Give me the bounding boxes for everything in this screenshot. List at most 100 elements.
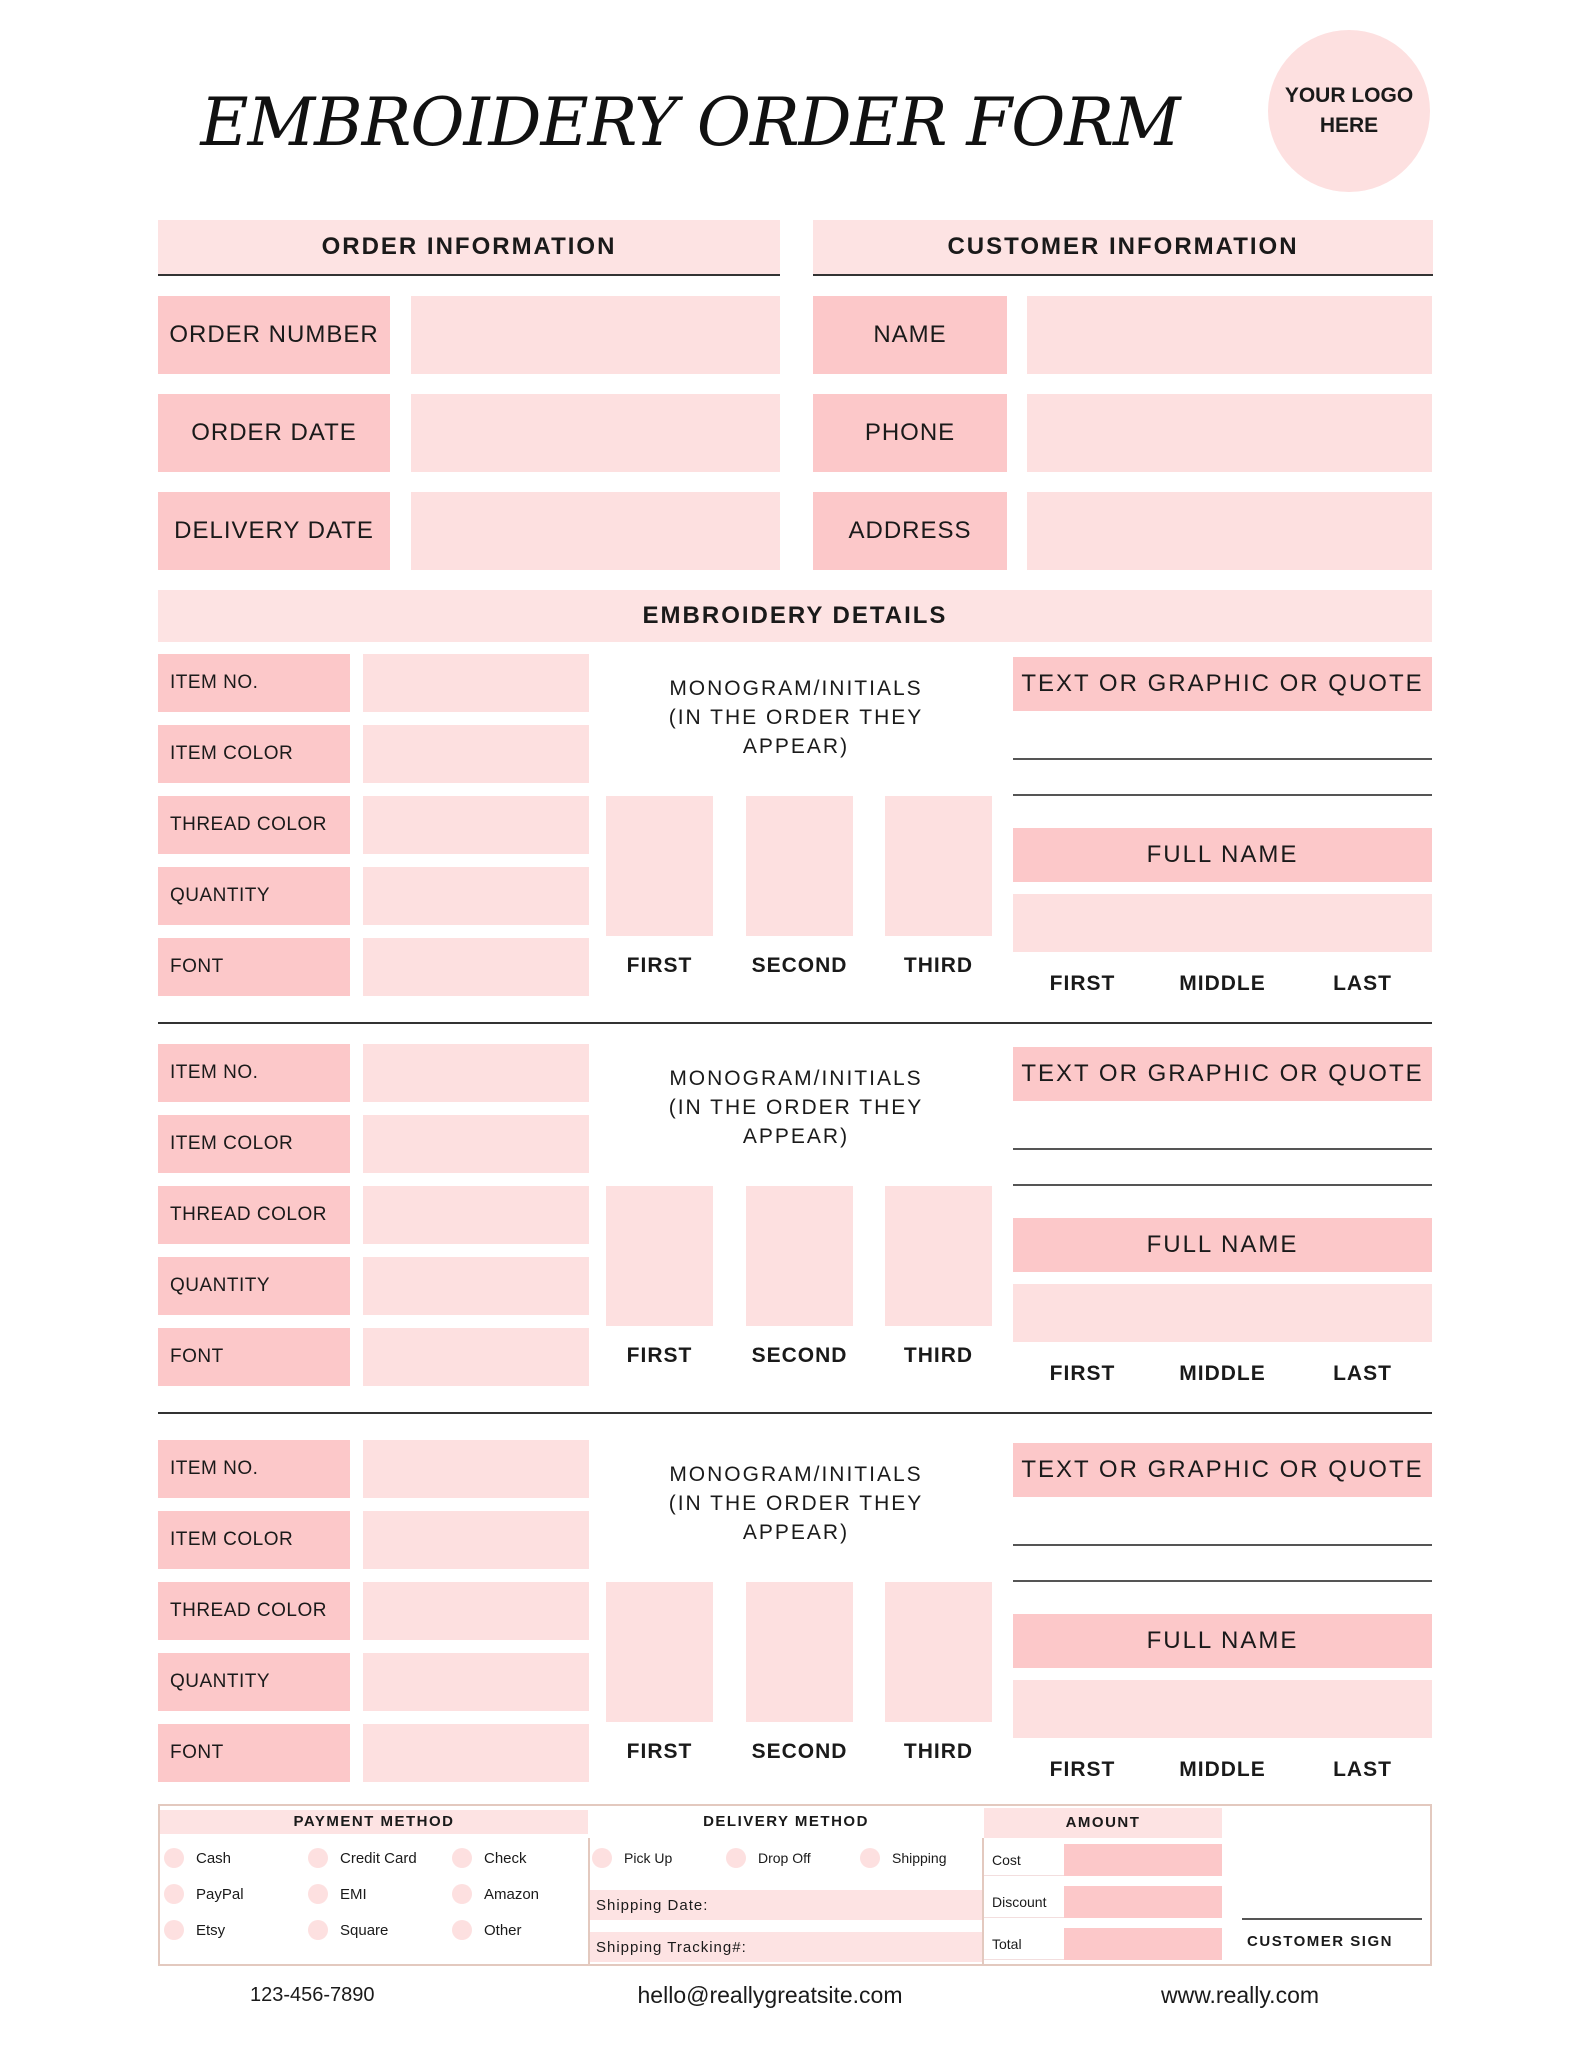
item-1-monogram-box-2[interactable] bbox=[885, 796, 992, 936]
item-2-name-part-1: MIDDLE bbox=[1179, 1362, 1266, 1385]
item-1-quote-line-1[interactable] bbox=[1013, 758, 1432, 760]
phone-field[interactable] bbox=[1027, 394, 1432, 472]
radio-icon[interactable] bbox=[164, 1884, 184, 1904]
discount-field[interactable] bbox=[1064, 1886, 1222, 1918]
total-field[interactable] bbox=[1064, 1928, 1222, 1960]
item-1-label-0: ITEM NO. bbox=[158, 654, 350, 712]
item-1-fullname-field[interactable] bbox=[1013, 894, 1432, 952]
item-1-field-3[interactable] bbox=[363, 867, 589, 925]
item-2-quote-line-1[interactable] bbox=[1013, 1148, 1432, 1150]
item-1-monogram-label-2: THIRD bbox=[903, 954, 974, 977]
item-3-monogram-box-1[interactable] bbox=[746, 1582, 853, 1722]
item-3-monogram-box-0[interactable] bbox=[606, 1582, 713, 1722]
radio-icon[interactable] bbox=[452, 1920, 472, 1940]
total-label: Total bbox=[984, 1928, 1064, 1960]
item-2-field-1[interactable] bbox=[363, 1115, 589, 1173]
footer-website[interactable]: www.really.com bbox=[1160, 1982, 1320, 2008]
name-field[interactable] bbox=[1027, 296, 1432, 374]
item-3-field-0[interactable] bbox=[363, 1440, 589, 1498]
delivery-option-shipping[interactable]: Shipping bbox=[860, 1848, 980, 1868]
item-2-monogram-title: MONOGRAM/INITIALS (IN THE ORDER THEY APP… bbox=[668, 1067, 924, 1148]
delivery-method-heading: DELIVERY METHOD bbox=[703, 1813, 869, 1830]
item-1-quote-line-2[interactable] bbox=[1013, 794, 1432, 796]
radio-icon[interactable] bbox=[726, 1848, 746, 1868]
item-2-quote-line-2[interactable] bbox=[1013, 1184, 1432, 1186]
item-3-name-part-2: LAST bbox=[1333, 1758, 1392, 1781]
item-1-monogram-label-0: FIRST bbox=[626, 954, 693, 977]
item-1-field-0[interactable] bbox=[363, 654, 589, 712]
item-3-label-0: ITEM NO. bbox=[158, 1440, 350, 1498]
item-2-monogram-box-0[interactable] bbox=[606, 1186, 713, 1326]
payment-option-amazon[interactable]: Amazon bbox=[452, 1884, 588, 1904]
delivery-date-label: DELIVERY DATE bbox=[158, 492, 390, 570]
radio-icon[interactable] bbox=[308, 1848, 328, 1868]
radio-icon[interactable] bbox=[860, 1848, 880, 1868]
item-1-monogram-box-1[interactable] bbox=[746, 796, 853, 936]
shipping-date-field[interactable]: Shipping Date: bbox=[590, 1890, 982, 1920]
item-2-quote-label: TEXT OR GRAPHIC OR QUOTE bbox=[1013, 1047, 1432, 1101]
item-3-field-3[interactable] bbox=[363, 1653, 589, 1711]
item-3-field-2[interactable] bbox=[363, 1582, 589, 1640]
item-1-quote-label: TEXT OR GRAPHIC OR QUOTE bbox=[1013, 657, 1432, 711]
amount-heading: AMOUNT bbox=[984, 1808, 1222, 1838]
item-2-monogram-box-2[interactable] bbox=[885, 1186, 992, 1326]
item-2-name-part-2: LAST bbox=[1333, 1362, 1392, 1385]
order-number-field[interactable] bbox=[411, 296, 780, 374]
footer-phone: 123-456-7890 bbox=[250, 1984, 375, 2006]
item-3-monogram-label-2: THIRD bbox=[903, 1740, 974, 1763]
radio-icon[interactable] bbox=[452, 1848, 472, 1868]
item-1-field-1[interactable] bbox=[363, 725, 589, 783]
payment-option-other[interactable]: Other bbox=[452, 1920, 588, 1940]
delivery-option-dropoff[interactable]: Drop Off bbox=[726, 1848, 856, 1868]
footer-email[interactable]: hello@reallygreatsite.com bbox=[637, 1982, 903, 2008]
item-3-quote-line-2[interactable] bbox=[1013, 1580, 1432, 1582]
item-1-label-4: FONT bbox=[158, 938, 350, 996]
item-3-monogram-box-2[interactable] bbox=[885, 1582, 992, 1722]
item-2-label-4: FONT bbox=[158, 1328, 350, 1386]
item-1-label-2: THREAD COLOR bbox=[158, 796, 350, 854]
item-2-field-3[interactable] bbox=[363, 1257, 589, 1315]
item-3-quote-line-1[interactable] bbox=[1013, 1544, 1432, 1546]
shipping-tracking-field[interactable]: Shipping Tracking#: bbox=[590, 1932, 982, 1962]
item-2-divider bbox=[158, 1412, 1432, 1414]
item-3-label-2: THREAD COLOR bbox=[158, 1582, 350, 1640]
item-2-monogram-box-1[interactable] bbox=[746, 1186, 853, 1326]
item-3-fullname-field[interactable] bbox=[1013, 1680, 1432, 1738]
item-2-field-0[interactable] bbox=[363, 1044, 589, 1102]
payment-option-cash[interactable]: Cash bbox=[164, 1848, 304, 1868]
delivery-option-pickup[interactable]: Pick Up bbox=[592, 1848, 722, 1868]
item-3-field-4[interactable] bbox=[363, 1724, 589, 1782]
delivery-date-field[interactable] bbox=[411, 492, 780, 570]
item-1-monogram-box-0[interactable] bbox=[606, 796, 713, 936]
payment-option-etsy[interactable]: Etsy bbox=[164, 1920, 304, 1940]
cost-field[interactable] bbox=[1064, 1844, 1222, 1876]
item-1-field-4[interactable] bbox=[363, 938, 589, 996]
payment-option-square[interactable]: Square bbox=[308, 1920, 448, 1940]
item-2-fullname-field[interactable] bbox=[1013, 1284, 1432, 1342]
address-field[interactable] bbox=[1027, 492, 1432, 570]
radio-icon[interactable] bbox=[164, 1920, 184, 1940]
item-3-field-1[interactable] bbox=[363, 1511, 589, 1569]
radio-icon[interactable] bbox=[308, 1920, 328, 1940]
radio-icon[interactable] bbox=[592, 1848, 612, 1868]
cost-label: Cost bbox=[984, 1844, 1064, 1876]
item-3-label-1: ITEM COLOR bbox=[158, 1511, 350, 1569]
order-date-field[interactable] bbox=[411, 394, 780, 472]
item-2-field-2[interactable] bbox=[363, 1186, 589, 1244]
payment-option-credit-card[interactable]: Credit Card bbox=[308, 1848, 448, 1868]
payment-option-paypal[interactable]: PayPal bbox=[164, 1884, 304, 1904]
radio-icon[interactable] bbox=[452, 1884, 472, 1904]
signature-line[interactable] bbox=[1242, 1918, 1422, 1920]
radio-icon[interactable] bbox=[308, 1884, 328, 1904]
payment-option-emi[interactable]: EMI bbox=[308, 1884, 448, 1904]
item-2-field-4[interactable] bbox=[363, 1328, 589, 1386]
radio-icon[interactable] bbox=[164, 1848, 184, 1868]
embroidery-details-heading: EMBROIDERY DETAILS bbox=[158, 590, 1432, 642]
item-2-label-0: ITEM NO. bbox=[158, 1044, 350, 1102]
item-1-fullname-label: FULL NAME bbox=[1013, 828, 1432, 882]
payment-option-check[interactable]: Check bbox=[452, 1848, 588, 1868]
item-3-monogram-label-1: SECOND bbox=[751, 1740, 848, 1763]
address-label: ADDRESS bbox=[813, 492, 1007, 570]
item-1-divider bbox=[158, 1022, 1432, 1024]
item-1-field-2[interactable] bbox=[363, 796, 589, 854]
